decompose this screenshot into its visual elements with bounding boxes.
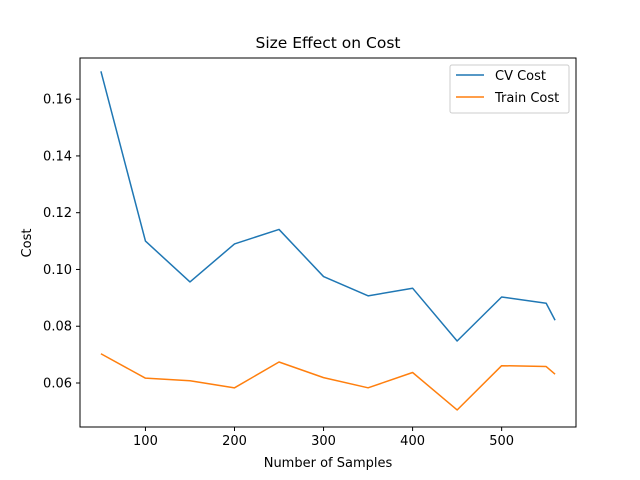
x-tick-label: 500 (489, 434, 514, 449)
legend: CV Cost Train Cost (449, 64, 570, 114)
y-tick-label: 0.12 (43, 206, 72, 221)
x-tick-label: 200 (222, 434, 247, 449)
y-tick-label: 0.06 (43, 377, 72, 392)
series-layer (100, 71, 556, 411)
y-tick-label: 0.08 (43, 320, 72, 335)
y-axis: 0.06 0.08 0.10 0.12 0.14 0.16 (43, 93, 80, 392)
series-line-train-cost (100, 353, 556, 411)
y-tick-label: 0.10 (43, 263, 72, 278)
y-axis-label: Cost (20, 229, 35, 258)
x-axis: 100 200 300 400 500 (133, 427, 514, 449)
x-tick-label: 100 (133, 434, 158, 449)
y-tick-label: 0.16 (43, 93, 72, 108)
series-line-cv-cost (100, 71, 556, 342)
legend-label-cv-cost: CV Cost (495, 69, 546, 84)
y-tick-label: 0.14 (43, 149, 72, 164)
chart-title: Size Effect on Cost (256, 34, 401, 52)
x-tick-label: 400 (400, 434, 425, 449)
x-tick-label: 300 (311, 434, 336, 449)
legend-box (449, 64, 570, 114)
legend-label-train-cost: Train Cost (494, 91, 559, 106)
plot-area (79, 57, 577, 428)
x-axis-label: Number of Samples (264, 456, 393, 471)
